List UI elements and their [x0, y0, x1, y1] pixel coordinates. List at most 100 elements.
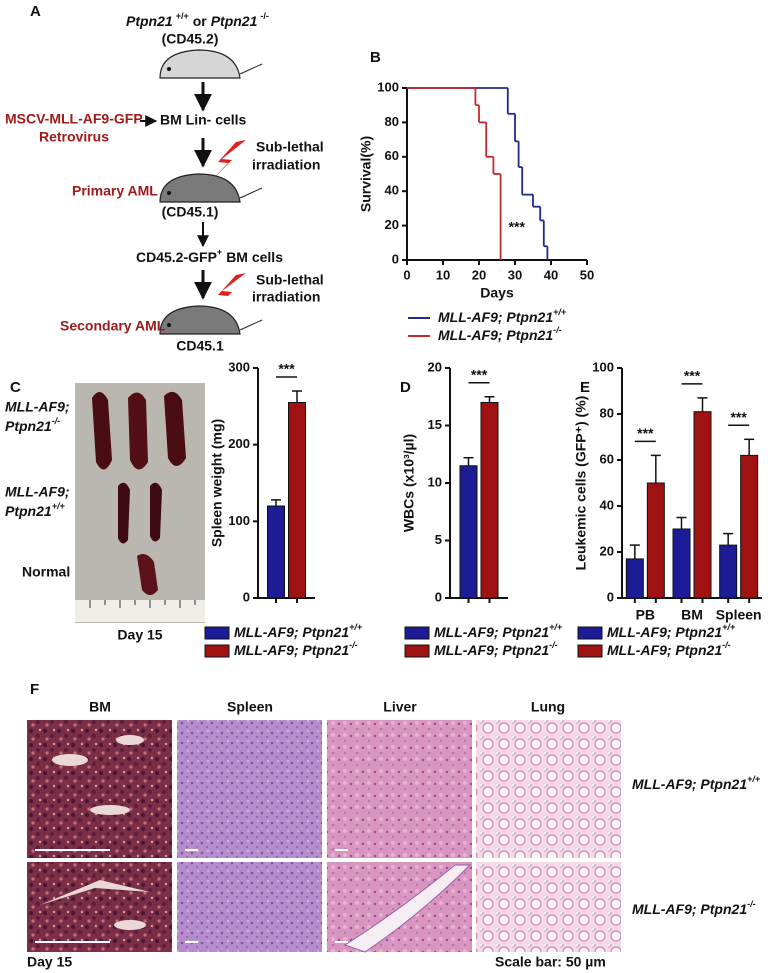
x-tick-label: Spleen [716, 607, 762, 623]
superscript: +/+ [553, 307, 567, 317]
legend-swatch [577, 626, 603, 640]
virus: Retrovirus [39, 129, 109, 145]
y-tick-label: 0 [243, 589, 250, 604]
histology-grid [27, 720, 621, 953]
annotation: *** [509, 219, 526, 235]
mouse [159, 49, 263, 79]
superscript: -/- [747, 899, 756, 909]
y-tick-label: 100 [592, 359, 614, 374]
photo-caption: Day 15 [117, 627, 162, 643]
legend-swatch [204, 626, 230, 640]
legend-swatch [204, 644, 230, 658]
legend-name: MLL-AF9; Ptpn21 [438, 309, 553, 325]
bar [625, 558, 644, 599]
x-tick-label: 30 [508, 267, 522, 282]
y-tick-label: 0 [435, 589, 442, 604]
bar [646, 482, 665, 599]
row-label: Ptpn21+/+ [5, 501, 65, 518]
y-tick-label: 5 [435, 532, 442, 547]
y-tick-label: 20 [600, 543, 614, 558]
x-axis-label: Days [480, 285, 514, 301]
y-tick-label: 40 [600, 497, 614, 512]
panel-label: D [400, 379, 411, 396]
legend-label: MLL-AF9; Ptpn21+/+ [434, 622, 563, 639]
legend-label: MLL-AF9; Ptpn21+/+ [607, 622, 736, 639]
superscript: -/- [722, 640, 731, 650]
conjunction: or [193, 13, 208, 29]
genotype: Ptpn21 +/+ or Ptpn21 -/- [126, 11, 269, 28]
spleen [150, 482, 162, 542]
x-tick-label: 20 [472, 267, 486, 282]
donor: (CD45.2) [162, 31, 219, 47]
text-part: BM cells [226, 249, 283, 265]
stage: Secondary AML [60, 318, 166, 334]
caption: Day 15 [27, 954, 72, 970]
legend-label: MLL-AF9; Ptpn21-/- [438, 325, 562, 342]
gene: Ptpn21 [5, 418, 52, 434]
gene: Ptpn21 [211, 13, 258, 29]
bar [719, 544, 738, 599]
panel-label: B [370, 49, 381, 66]
cells: BM Lin- cells [160, 112, 247, 128]
transfer: CD45.2-GFP+ BM cells [136, 247, 283, 264]
y-tick-label: 0 [607, 589, 614, 604]
bar [693, 411, 712, 599]
text-part: CD45.2-GFP [136, 249, 217, 265]
legend-label: MLL-AF9; Ptpn21-/- [234, 640, 358, 657]
y-tick-label: 200 [228, 436, 250, 451]
legend-swatch [577, 644, 603, 658]
legend-label: MLL-AF9; Ptpn21-/- [434, 640, 558, 657]
mouse [159, 305, 263, 335]
y-tick-label: 40 [385, 183, 399, 198]
legend-name: MLL-AF9; Ptpn21 [234, 624, 349, 640]
bar [267, 505, 285, 599]
legend-label: MLL-AF9; Ptpn21+/+ [234, 622, 363, 639]
row-label: Normal [22, 564, 70, 580]
y-tick-label: 80 [600, 405, 614, 420]
row-label: MLL-AF9; [5, 399, 70, 415]
legend-label: MLL-AF9; Ptpn21-/- [607, 640, 731, 657]
legend-name: MLL-AF9; Ptpn21 [607, 642, 722, 658]
column-header: BM [89, 699, 111, 715]
host: (CD45.1) [162, 204, 219, 220]
y-tick-label: 15 [428, 417, 442, 432]
x-tick-label: BM [681, 607, 703, 623]
ruler [75, 600, 205, 622]
x-tick-label: 10 [436, 267, 450, 282]
superscript: -/- [553, 325, 562, 335]
panel-label: A [30, 3, 41, 20]
x-tick-label: 0 [403, 267, 410, 282]
mouse [159, 173, 263, 203]
spleen [118, 482, 130, 544]
spleen [92, 391, 112, 470]
irradiation-bolt [206, 273, 246, 318]
ruler-ticks [89, 600, 196, 608]
y-axis-label: Leukemic cells (GFP⁺) (%) [573, 396, 589, 571]
genotype: MLL-AF9; Ptpn21 [632, 776, 747, 792]
y-tick-label: 10 [428, 474, 442, 489]
spleen [137, 554, 158, 595]
panel-label: F [30, 681, 39, 698]
significance: *** [471, 366, 488, 382]
x-tick-label: 40 [544, 267, 558, 282]
legend-name: MLL-AF9; Ptpn21 [434, 624, 549, 640]
treatment: irradiation [252, 157, 320, 173]
y-tick-label: 300 [228, 359, 250, 374]
y-tick-label: 0 [392, 251, 399, 266]
superscript: +/+ [52, 501, 66, 511]
bar [288, 402, 306, 599]
column-header: Spleen [227, 699, 273, 715]
superscript: + [217, 247, 222, 257]
treatment: Sub-lethal [256, 272, 324, 288]
superscript: +/+ [549, 622, 563, 632]
gene: Ptpn21 [126, 13, 173, 29]
x-tick-label: PB [636, 607, 655, 623]
legend-label: MLL-AF9; Ptpn21+/+ [438, 307, 567, 324]
legend-name: MLL-AF9; Ptpn21 [434, 642, 549, 658]
y-axis-label: WBCs (x10³/µl) [401, 434, 417, 532]
y-axis-label: Spleen weight (mg) [209, 419, 225, 547]
significance: *** [730, 409, 747, 425]
superscript: -/- [349, 640, 358, 650]
host: CD45.1 [176, 338, 224, 354]
